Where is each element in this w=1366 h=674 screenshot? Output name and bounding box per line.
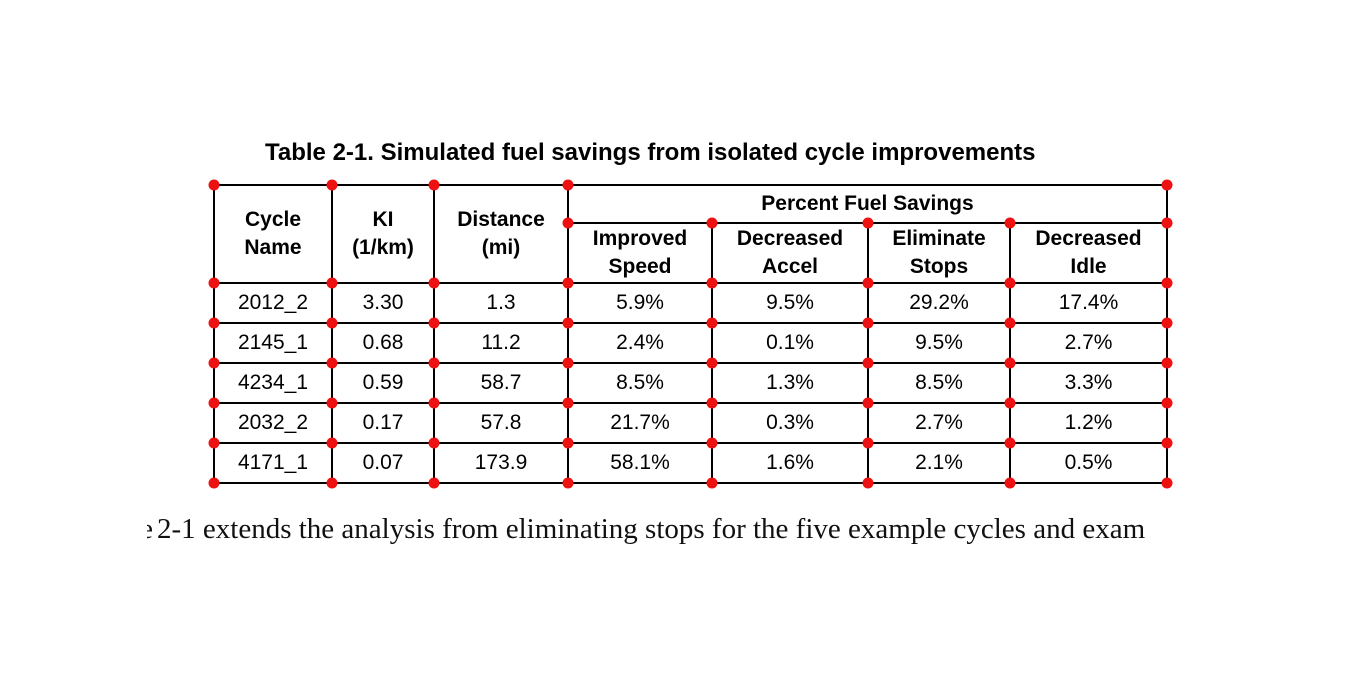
cell-decreased-accel: 9.5% [766, 291, 814, 315]
cell-distance: 58.7 [480, 371, 522, 395]
header-eliminate-stops: Eliminate Stops [892, 227, 986, 278]
header-decreased-idle: Decreased Idle [1035, 227, 1142, 278]
cell-distance: 57.8 [480, 411, 522, 435]
cell-decreased-accel: 0.1% [766, 331, 814, 355]
clipped-character: e [147, 512, 153, 547]
cell-improved-speed: 2.4% [616, 331, 664, 355]
table-row: 2145_1 0.68 11.2 2.4% 0.1% 9.5% 2.7% [214, 323, 1167, 363]
header-cycle-name: Cycle Name [244, 208, 302, 259]
header-decreased-accel: Decreased Accel [736, 227, 844, 278]
cell-decreased-idle: 0.5% [1064, 451, 1113, 475]
cell-cycle-name: 4234_1 [237, 371, 309, 395]
cell-ki: 3.30 [362, 291, 404, 315]
cell-improved-speed: 5.9% [616, 291, 664, 315]
cell-cycle-name: 2032_2 [237, 411, 309, 435]
table-border-row [213, 282, 1168, 284]
body-paragraph-text: 2-1 extends the analysis from eliminatin… [157, 513, 1146, 545]
cell-decreased-accel: 1.3% [766, 371, 814, 395]
cell-improved-speed: 21.7% [610, 411, 670, 435]
cell-cycle-name: 4171_1 [237, 451, 309, 475]
cell-eliminate-stops: 8.5% [915, 371, 963, 395]
cell-decreased-idle: 17.4% [1058, 291, 1119, 315]
table-border-bottom [213, 482, 1168, 484]
cell-decreased-accel: 0.3% [766, 411, 814, 435]
cell-ki: 0.07 [362, 451, 404, 475]
header-distance: Distance (mi) [457, 208, 545, 259]
cell-eliminate-stops: 29.2% [909, 291, 969, 315]
cell-eliminate-stops: 9.5% [915, 331, 963, 355]
body-paragraph: e2-1 extends the analysis from eliminati… [147, 512, 1145, 547]
table-row: 4234_1 0.59 58.7 8.5% 1.3% 8.5% 3.3% [214, 363, 1167, 403]
table-border-row [213, 442, 1168, 444]
cell-ki: 0.68 [362, 331, 404, 355]
cell-ki: 0.17 [362, 411, 404, 435]
table-row: 4171_1 0.07 173.9 58.1% 1.6% 2.1% 0.5% [214, 443, 1167, 483]
table-border-row [213, 362, 1168, 364]
cell-distance: 173.9 [474, 451, 528, 475]
cell-decreased-idle: 3.3% [1064, 371, 1113, 395]
header-percent-fuel-savings: Percent Fuel Savings [761, 192, 974, 216]
table-border-left [213, 184, 215, 484]
cell-ki: 0.59 [362, 371, 404, 395]
table-row: 2032_2 0.17 57.8 21.7% 0.3% 2.7% 1.2% [214, 403, 1167, 443]
cell-decreased-idle: 1.2% [1064, 411, 1113, 435]
header-ki: KI (1/km) [352, 208, 414, 259]
table-border-col [711, 222, 713, 484]
cell-decreased-idle: 2.7% [1064, 331, 1113, 355]
cell-eliminate-stops: 2.1% [915, 451, 963, 475]
cell-decreased-accel: 1.6% [766, 451, 814, 475]
table-border-right [1166, 184, 1168, 484]
cell-cycle-name: 2145_1 [237, 331, 309, 355]
header-improved-speed: Improved Speed [592, 227, 688, 278]
table-border-col [331, 184, 333, 484]
cell-distance: 1.3 [486, 291, 516, 315]
table-border-col [867, 222, 869, 484]
table-border-row [213, 322, 1168, 324]
table-border-col [567, 184, 569, 484]
cell-distance: 11.2 [481, 331, 521, 355]
table-border-col [433, 184, 435, 484]
cell-eliminate-stops: 2.7% [915, 411, 963, 435]
table-caption: Table 2-1. Simulated fuel savings from i… [265, 139, 1036, 166]
cell-improved-speed: 8.5% [616, 371, 664, 395]
table-border-col [1009, 222, 1011, 484]
cell-improved-speed: 58.1% [610, 451, 670, 475]
table-row: 2012_2 3.30 1.3 5.9% 9.5% 29.2% 17.4% [214, 283, 1167, 323]
cell-cycle-name: 2012_2 [237, 291, 309, 315]
table-border-top [213, 184, 1168, 186]
table-border-row [213, 402, 1168, 404]
